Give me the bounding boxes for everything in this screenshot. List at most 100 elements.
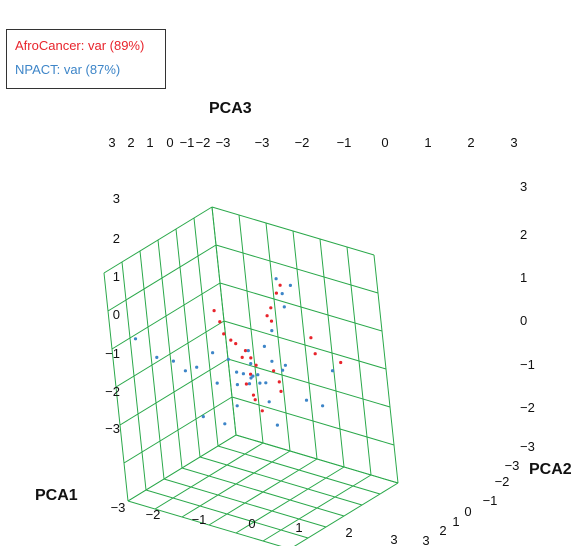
top-tick-left: −1 [180,135,195,150]
y-tick: 0 [464,504,471,519]
top-tick-left: −2 [196,135,211,150]
afrocancer-point [269,306,273,310]
npact-point [246,349,250,353]
grid-line-side-horizontal [115,320,225,388]
afrocancer-point [243,349,248,353]
afrocancer-point [244,382,248,386]
npact-point [251,374,255,378]
npact-point [281,368,285,372]
top-tick-right: 3 [510,135,517,150]
y-tick: 1 [452,514,459,529]
npact-point [235,383,239,387]
z-tick-left: −1 [105,346,120,361]
afrocancer-point [272,369,276,373]
npact-point [270,329,274,333]
npact-point [201,415,205,419]
npact-point [288,283,292,287]
z-tick-right: 2 [520,227,527,242]
npact-point [249,362,253,366]
z-tick-left: 2 [113,231,120,246]
z-tick-left: 0 [113,307,120,322]
axis-title-layer: PCA3 PCA1 PCA2 [35,100,572,504]
npact-point [211,351,215,355]
npact-point [235,404,239,408]
z-tick-right: −1 [520,357,535,372]
x-tick: −3 [111,500,126,515]
top-tick-right: −2 [295,135,310,150]
npact-point [241,372,245,376]
z-tick-right: −2 [520,400,535,415]
grid-line-back-vertical [346,246,372,476]
npact-point [155,355,159,359]
axis-title-pca2: PCA2 [529,461,572,478]
grid-layer [103,206,399,546]
grid-line-back-horizontal [211,206,375,256]
z-tick-left: −2 [105,384,120,399]
afrocancer-point [212,309,216,313]
afrocancer-point [249,356,253,360]
afrocancer-point [313,352,317,356]
afrocancer-point [265,314,269,318]
z-tick-right: 1 [520,270,527,285]
npact-point [171,359,175,363]
npact-point [270,359,274,363]
npact-point [267,400,271,404]
npact-point [195,365,199,369]
npact-point [264,381,268,385]
afrocancer-point [279,389,283,393]
x-tick: 0 [248,516,255,531]
grid-line-side-horizontal [111,282,221,350]
afrocancer-point [218,320,222,324]
npact-point [282,305,286,309]
afrocancer-point [253,398,257,402]
npact-point [256,373,260,377]
afrocancer-point [260,409,264,413]
grid-line-back-vertical [319,238,345,468]
npact-point [321,404,325,408]
z-tick-left: 3 [113,191,120,206]
grid-line-back-horizontal [219,282,383,332]
grid-line-floor-width [235,434,399,484]
afrocancer-point [278,283,282,287]
top-tick-left: −3 [216,135,231,150]
x-tick: −1 [192,512,207,527]
grid-line-floor-width [217,445,381,495]
y-tick: 3 [422,533,429,546]
grid-line-floor-depth [293,482,399,546]
legend-item-afrocancer: AfroCancer: var (89%) [15,38,145,53]
axis-title-pca3: PCA3 [209,100,252,117]
grid-line-side-vertical [175,228,201,458]
grid-line-back-horizontal [223,320,387,370]
axis-title-pca1: PCA1 [35,487,78,504]
npact-point [235,370,239,374]
legend: AfroCancer: var (89%) NPACT: var (87%) [6,29,166,89]
grid-line-back-vertical [373,254,399,484]
npact-point [275,423,279,427]
grid-line-floor-depth [262,474,372,542]
npact-point [280,292,284,296]
npact-point [223,422,227,426]
afrocancer-point [274,291,278,295]
y-tick: −1 [483,493,498,508]
x-tick: 2 [345,525,352,540]
grid-line-side-vertical [211,206,237,436]
npact-point [330,369,335,373]
grid-line-side-horizontal [103,206,213,274]
afrocancer-point [277,380,281,384]
top-tick-right: −3 [255,135,270,150]
afrocancer-point [254,363,258,367]
npact-point [133,337,138,341]
top-tick-right: 2 [467,135,474,150]
z-tick-left: −3 [105,421,120,436]
y-tick: −2 [495,474,510,489]
afrocancer-point [309,336,313,340]
npact-point [247,382,252,386]
y-tick: −3 [505,458,520,473]
z-tick-right: 3 [520,179,527,194]
afrocancer-point [234,342,238,346]
z-tick-left: 1 [113,269,120,284]
z-tick-right: 0 [520,313,527,328]
afrocancer-point [339,360,343,365]
